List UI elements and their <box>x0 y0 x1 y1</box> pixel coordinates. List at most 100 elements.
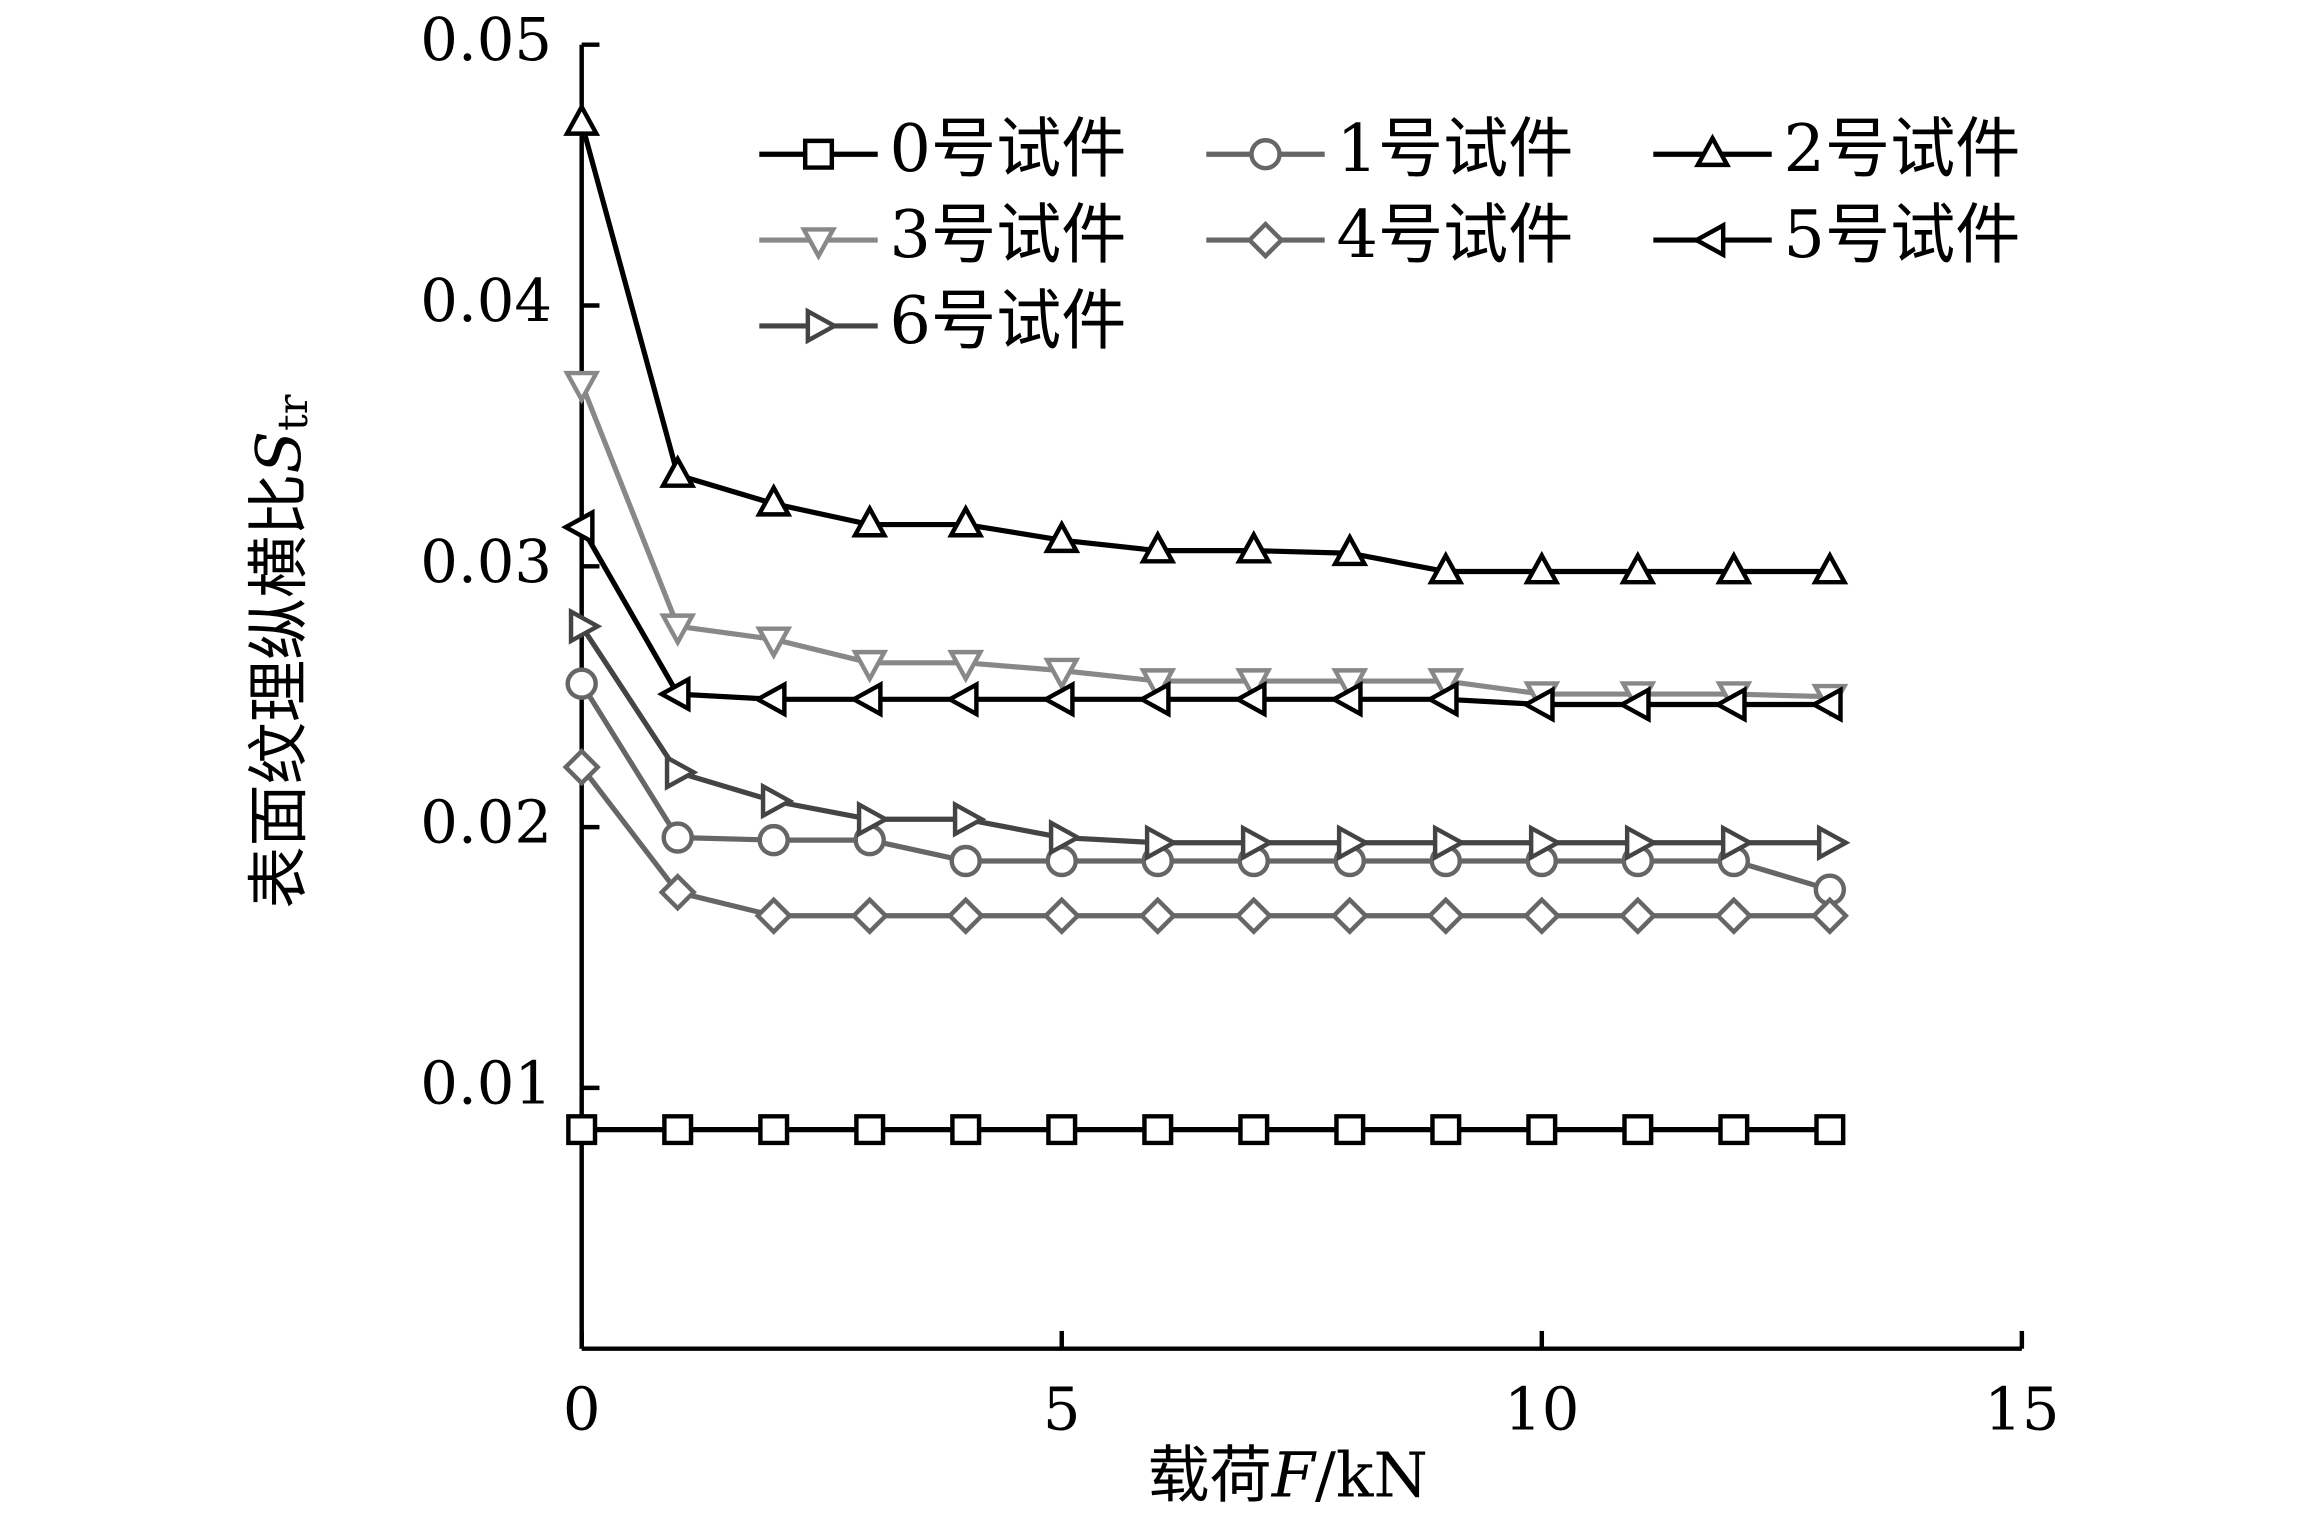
point <box>661 821 694 854</box>
point <box>662 1114 694 1146</box>
legend-label: 6号试件 <box>890 284 1127 359</box>
point <box>1334 1114 1366 1146</box>
point <box>1523 550 1561 585</box>
point <box>1331 532 1369 567</box>
point <box>1234 896 1273 935</box>
legend-label: 2号试件 <box>1784 112 2021 187</box>
point <box>851 503 889 538</box>
point <box>1138 896 1177 935</box>
point <box>1233 680 1267 718</box>
point <box>1142 1114 1174 1146</box>
point <box>946 896 985 935</box>
y-tick-label: 0.01 <box>420 1048 552 1117</box>
legend-marker <box>805 307 840 345</box>
point <box>950 1114 982 1146</box>
y-axis-label: 表面纹理纵横比Str <box>242 394 316 908</box>
point <box>658 873 697 912</box>
series-line <box>579 382 1830 700</box>
point <box>657 675 691 713</box>
point <box>1713 686 1747 723</box>
point <box>1715 550 1753 585</box>
point <box>1425 680 1459 718</box>
point <box>851 649 889 684</box>
point <box>1046 1114 1078 1146</box>
point <box>566 1114 598 1146</box>
point <box>1235 668 1273 702</box>
legend-marker <box>1694 133 1731 168</box>
point <box>1336 824 1371 862</box>
legend-marker <box>800 227 837 261</box>
point <box>1330 896 1369 935</box>
point <box>1522 896 1561 935</box>
point <box>1139 530 1177 564</box>
point <box>562 747 601 787</box>
point <box>1526 1114 1558 1146</box>
point <box>1144 824 1179 862</box>
point <box>1139 668 1177 702</box>
point <box>563 102 601 136</box>
y-tick-label: 0.02 <box>420 788 552 857</box>
point <box>952 800 987 838</box>
point <box>1714 896 1753 935</box>
legend-marker <box>1249 138 1282 171</box>
point <box>1331 668 1369 702</box>
point <box>947 649 985 684</box>
point <box>659 613 697 647</box>
point <box>1137 680 1171 718</box>
point <box>1043 519 1081 554</box>
point <box>854 1114 886 1146</box>
point <box>1329 680 1363 718</box>
series-line <box>579 624 1830 846</box>
point <box>1528 824 1563 862</box>
point <box>1240 824 1275 862</box>
y-tick-label: 0.04 <box>420 266 552 335</box>
point <box>757 823 790 857</box>
y-tick-label: 0.05 <box>420 5 552 74</box>
point <box>1619 550 1657 585</box>
point <box>1430 1114 1462 1146</box>
point <box>850 896 889 935</box>
point <box>755 483 793 517</box>
point <box>568 607 603 645</box>
point <box>1048 819 1083 856</box>
point <box>945 680 979 718</box>
point <box>1432 824 1467 862</box>
point <box>1427 550 1465 585</box>
series-line <box>579 122 1830 575</box>
point <box>1042 896 1081 935</box>
point <box>1811 550 1849 585</box>
point <box>1521 686 1555 723</box>
legend-label: 3号试件 <box>890 198 1127 273</box>
point <box>563 370 601 405</box>
point <box>758 1114 790 1146</box>
point <box>1041 680 1075 718</box>
x-tick-label: 10 <box>1504 1374 1579 1443</box>
point <box>760 782 795 820</box>
x-tick-label: 5 <box>1043 1374 1081 1443</box>
legend-label: 5号试件 <box>1784 198 2021 273</box>
point <box>1235 530 1273 564</box>
point <box>1720 824 1755 862</box>
point <box>849 680 883 718</box>
point <box>1427 668 1465 702</box>
point <box>754 896 793 935</box>
point <box>1809 686 1843 723</box>
point <box>1618 896 1657 935</box>
point <box>856 800 891 838</box>
point <box>664 753 699 791</box>
point <box>755 626 793 660</box>
legend-label: 0号试件 <box>890 112 1127 187</box>
series-line <box>579 525 1830 708</box>
point <box>1238 1114 1270 1146</box>
point <box>1624 824 1659 862</box>
x-tick-label: 15 <box>1984 1374 2059 1443</box>
point <box>1622 1114 1654 1146</box>
point <box>1617 686 1651 723</box>
point <box>1426 896 1465 935</box>
point <box>949 844 982 878</box>
point <box>1816 824 1851 862</box>
point <box>1810 896 1849 935</box>
x-axis-label: 载荷F/kN <box>1147 1439 1427 1512</box>
